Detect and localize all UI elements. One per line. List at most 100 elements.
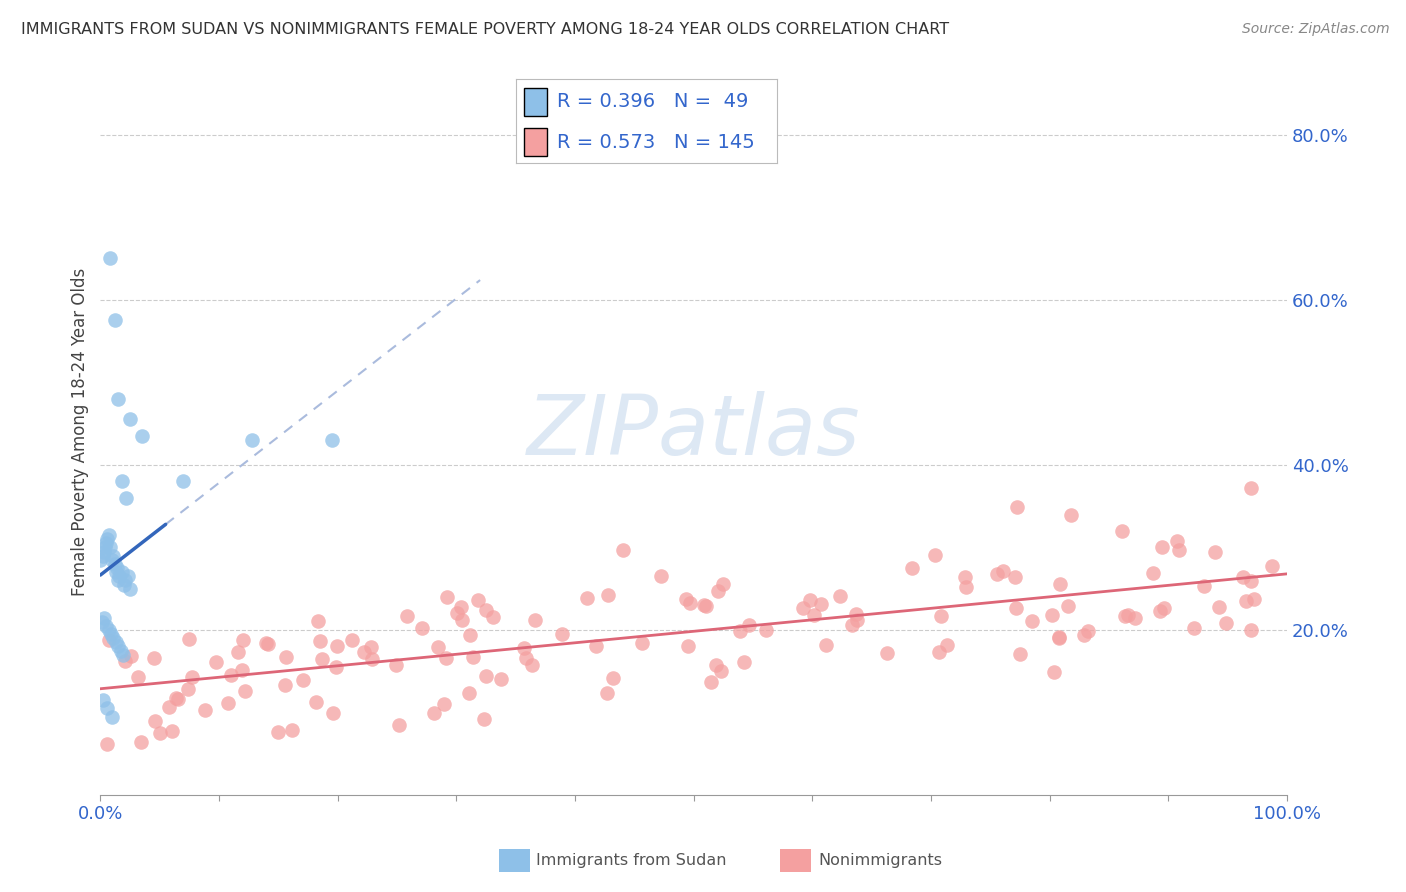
Point [180, 670, 202, 684]
Point [231, 664, 253, 678]
Point [815, 638, 838, 652]
Point [706, 583, 728, 598]
Point [1234, 594, 1257, 608]
Point [602, 671, 624, 685]
Point [482, 610, 505, 624]
Point [475, 603, 498, 617]
Text: IMMIGRANTS FROM SUDAN VS NONIMMIGRANTS FEMALE POVERTY AMONG 18-24 YEAR OLDS CORR: IMMIGRANTS FROM SUDAN VS NONIMMIGRANTS F… [21, 22, 949, 37]
Point [1192, 579, 1215, 593]
Point [1047, 632, 1070, 646]
Point [458, 628, 481, 642]
Point [711, 576, 734, 591]
Point [1149, 604, 1171, 618]
Point [695, 599, 717, 614]
Point [98, 541, 121, 555]
Point [108, 569, 131, 583]
Point [446, 606, 468, 620]
Point [120, 648, 142, 663]
Point [550, 627, 572, 641]
Point [118, 582, 141, 596]
Point [342, 633, 364, 648]
Point [157, 700, 180, 714]
Point [846, 613, 869, 627]
Point [107, 640, 129, 654]
Point [117, 569, 139, 583]
Point [1111, 524, 1133, 538]
Point [114, 654, 136, 668]
Point [325, 660, 347, 674]
Y-axis label: Female Poverty Among 18-24 Year Olds: Female Poverty Among 18-24 Year Olds [72, 268, 89, 596]
Point [935, 639, 957, 653]
Point [650, 568, 672, 582]
Point [475, 669, 498, 683]
Point [450, 613, 472, 627]
Point [630, 635, 652, 649]
Point [596, 588, 619, 602]
Point [710, 665, 733, 679]
Point [993, 564, 1015, 578]
Point [1060, 508, 1083, 523]
Point [96, 619, 118, 633]
Point [675, 592, 697, 607]
Point [929, 609, 952, 624]
Point [1073, 628, 1095, 642]
Point [704, 657, 727, 672]
Point [274, 678, 297, 692]
Point [1243, 592, 1265, 607]
Point [177, 632, 200, 646]
Point [165, 690, 187, 705]
Point [143, 651, 166, 665]
Point [353, 644, 375, 658]
Point [311, 651, 333, 665]
Point [792, 601, 814, 615]
Point [96, 536, 118, 550]
Point [91, 693, 114, 707]
Point [166, 692, 188, 706]
Point [326, 640, 349, 654]
Point [219, 668, 242, 682]
Point [1010, 647, 1032, 661]
Point [172, 475, 194, 489]
Point [233, 683, 256, 698]
Point [524, 613, 547, 627]
Point [1004, 570, 1026, 584]
Point [131, 429, 153, 443]
Point [924, 548, 946, 562]
Point [177, 681, 200, 696]
Point [1047, 630, 1070, 644]
Point [291, 673, 314, 687]
Point [955, 570, 977, 584]
Point [1260, 558, 1282, 573]
Point [422, 706, 444, 720]
Point [1004, 600, 1026, 615]
Point [799, 593, 821, 607]
Point [232, 633, 254, 648]
Point [94, 541, 117, 555]
Point [1077, 624, 1099, 639]
Point [98, 252, 121, 266]
Point [305, 695, 328, 709]
Point [96, 701, 118, 715]
Point [107, 392, 129, 406]
Point [194, 703, 217, 717]
Point [1168, 543, 1191, 558]
Point [321, 433, 343, 447]
Point [104, 565, 127, 579]
Point [1057, 599, 1080, 613]
Point [1116, 607, 1139, 622]
Point [118, 412, 141, 426]
Point [1240, 624, 1263, 638]
Point [1240, 481, 1263, 495]
Point [1049, 577, 1071, 591]
Point [385, 657, 408, 672]
Point [217, 696, 239, 710]
Point [111, 565, 134, 579]
Point [274, 650, 297, 665]
Point [699, 675, 721, 690]
Point [1215, 615, 1237, 630]
Point [433, 697, 456, 711]
Point [1153, 601, 1175, 615]
Point [679, 596, 702, 610]
Point [101, 709, 124, 723]
Point [145, 714, 167, 728]
